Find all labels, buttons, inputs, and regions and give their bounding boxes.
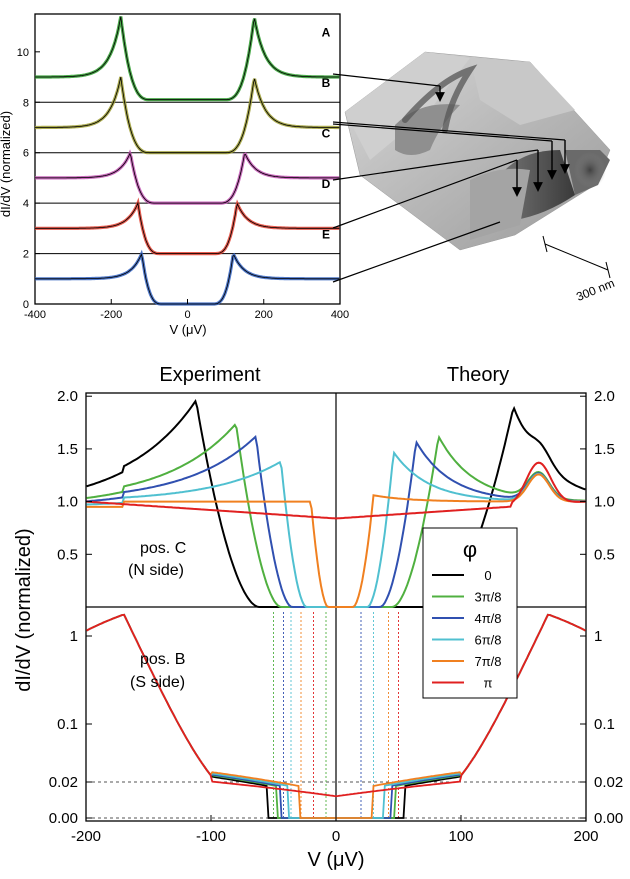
y-tick-label: 8 <box>23 97 29 109</box>
position-arrows <box>332 73 570 283</box>
pos-b-side: (S side) <box>130 674 185 691</box>
y-tick-label: 0.5 <box>57 546 78 563</box>
y-tick-label: 0.00 <box>49 810 78 827</box>
spectrum-label-A: A <box>322 26 331 40</box>
pos-b-theory-curve-5 <box>335 613 586 798</box>
spectra-x-label: V (μV) <box>169 322 206 337</box>
comparison-panel: Experiment Theory -200 -100 0 100 200 0.5 0.5 1… <box>13 364 623 871</box>
experiment-curve-2 <box>86 434 336 608</box>
scale-bar-label: 300 nm <box>574 276 616 304</box>
y-tick-label-right: 1.0 <box>594 494 615 511</box>
pos-b-experiment-curve-5 <box>86 613 337 798</box>
y-tick-label: 2.0 <box>57 388 78 405</box>
pos-b-experiment-curve-4 <box>86 613 336 819</box>
x-tick-label: 0 <box>332 828 340 845</box>
y-tick-label: 1 <box>70 628 78 645</box>
y-tick-label-right: 0.00 <box>594 810 623 827</box>
y-tick-label-right: 1.5 <box>594 441 615 458</box>
experiment-curve-3 <box>86 460 336 608</box>
x-tick-label: -400 <box>24 309 46 321</box>
legend-label: 3π/8 <box>474 590 501 605</box>
y-tick-label: 1.5 <box>57 441 78 458</box>
y-tick-label: 2 <box>23 249 29 261</box>
legend-label: π <box>484 676 493 691</box>
theory-title: Theory <box>447 364 509 386</box>
y-tick-label: 1.0 <box>57 494 78 511</box>
legend-label: 4π/8 <box>474 611 501 626</box>
experiment-curve-5 <box>86 500 337 520</box>
experiment-title: Experiment <box>159 364 261 386</box>
y-tick-label: 0.02 <box>49 774 78 791</box>
x-tick-label: 400 <box>331 309 349 321</box>
spectrum-A <box>35 16 340 102</box>
spectrum-B <box>35 76 340 155</box>
x-tick-label: 100 <box>448 828 473 845</box>
y-tick-label-right: 0.5 <box>594 546 615 563</box>
stm-topography-image <box>344 51 611 251</box>
spectrum-E <box>35 249 340 306</box>
x-tick-label: 0 <box>184 309 190 321</box>
spectrum-label-E: E <box>322 227 330 241</box>
spectrum-fit-A <box>35 16 340 101</box>
legend-label: 7π/8 <box>474 654 501 669</box>
legend: φ 0 3π/8 4π/8 6π/8 7π/8 π <box>422 527 518 699</box>
legend-label: 0 <box>484 568 491 583</box>
legend-label: 6π/8 <box>474 633 501 648</box>
spectrum-label-B: B <box>322 76 331 90</box>
pos-b-label: pos. B <box>140 651 185 668</box>
pos-c-side: (N side) <box>128 562 184 579</box>
spectrum-fit-B <box>35 76 340 154</box>
x-tick-label: 200 <box>573 828 598 845</box>
x-tick-label: -100 <box>196 828 226 845</box>
y-tick-label-right: 0.1 <box>594 716 615 733</box>
spectra-frame <box>34 13 341 305</box>
y-tick-label-right: 2.0 <box>594 388 615 405</box>
spectra-y-label: dI/dV (normalized) <box>0 111 13 217</box>
scale-bar: 300 nm <box>542 235 617 304</box>
spectra-panel: -400 -200 0 200 400 0 2 4 6 8 10 A B C D E dI/dV (norm… <box>0 13 349 337</box>
y-tick-label: 0.1 <box>57 716 78 733</box>
y-tick-label: 10 <box>17 47 29 59</box>
experiment-curve-4 <box>86 500 336 608</box>
spectrum-label-D: D <box>322 177 331 191</box>
y-tick-label: 6 <box>23 148 29 160</box>
y-tick-label-right: 1 <box>594 628 602 645</box>
comparison-x-label: V (μV) <box>307 849 364 871</box>
legend-title: φ <box>463 537 477 562</box>
x-tick-label: -200 <box>71 828 101 845</box>
y-tick-label-right: 0.02 <box>594 774 623 791</box>
spectrum-fit-D <box>35 201 340 255</box>
theory-curve-4 <box>336 473 586 608</box>
y-tick-label: 0 <box>23 299 29 311</box>
x-tick-label: 200 <box>255 309 273 321</box>
x-tick-label: -200 <box>100 309 122 321</box>
comparison-y-label: dI/dV (normalized) <box>13 528 35 691</box>
theory-curve-5 <box>335 461 586 520</box>
pos-c-label: pos. C <box>140 540 186 557</box>
spectrum-fit-C <box>35 152 340 204</box>
spectrum-C <box>35 149 340 205</box>
spectrum-label-C: C <box>322 127 331 141</box>
y-tick-label: 4 <box>23 198 29 210</box>
